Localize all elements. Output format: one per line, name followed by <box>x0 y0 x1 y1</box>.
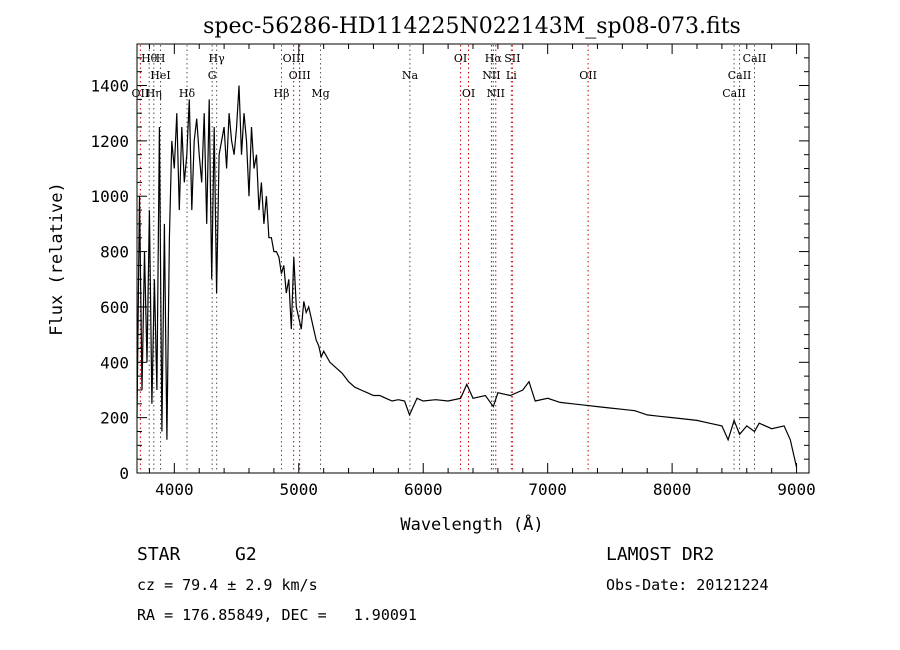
survey-name: LAMOST DR2 <box>606 544 714 565</box>
y-tick-label: 400 <box>100 353 129 372</box>
line-marker-label: SII <box>504 52 520 65</box>
line-marker-label: Na <box>402 69 419 82</box>
object-subclass: G2 <box>235 544 257 565</box>
line-marker-label: Hη <box>146 87 162 100</box>
x-axis-ticks: 4000 5000 6000 7000 8000 9000 <box>148 44 816 499</box>
y-tick-label: 1000 <box>90 187 129 206</box>
line-marker-label: Hθ <box>141 52 158 65</box>
chart-title: spec-56286-HD114225N022143M_sp08-073.fit… <box>203 14 741 39</box>
line-marker-label: NII <box>487 87 505 100</box>
y-tick-label: 800 <box>100 243 129 262</box>
object-class: STAR <box>137 544 181 565</box>
y-tick-label: 0 <box>119 464 129 483</box>
y-axis-label: Flux (relative) <box>47 182 67 336</box>
line-marker-label: CaII <box>743 52 767 65</box>
y-tick-label: 200 <box>100 409 129 428</box>
x-tick-label: 5000 <box>280 480 319 499</box>
line-marker-label: G <box>208 69 217 82</box>
line-marker-label: NII <box>482 69 500 82</box>
line-marker-label: Hα <box>485 52 503 65</box>
x-tick-label: 7000 <box>528 480 567 499</box>
x-tick-label: 6000 <box>404 480 443 499</box>
line-marker-label: OIII <box>283 52 305 65</box>
y-axis-ticks: 0 200 400 600 800 1000 1200 1400 <box>90 57 809 483</box>
y-tick-label: 1200 <box>90 132 129 151</box>
line-marker-label: CaII <box>728 69 752 82</box>
line-marker-label: Hβ <box>274 87 290 100</box>
line-marker-label: OI <box>462 87 475 100</box>
line-marker-label: H <box>156 52 166 65</box>
x-axis-label: Wavelength (Å) <box>400 513 543 535</box>
observation-date: Obs-Date: 20121224 <box>606 576 769 594</box>
spectrum-series-line <box>136 85 798 468</box>
y-tick-label: 600 <box>100 298 129 317</box>
x-tick-label: 4000 <box>155 480 194 499</box>
line-markers <box>139 45 755 472</box>
line-marker-label: OII <box>579 69 597 82</box>
redshift-readout: cz = 79.4 ± 2.9 km/s <box>137 576 318 594</box>
line-marker-label: OIII <box>289 69 311 82</box>
y-tick-label: 1400 <box>90 77 129 96</box>
x-tick-label: 9000 <box>777 480 816 499</box>
coordinates-readout: RA = 176.85849, DEC = 1.90091 <box>137 606 417 624</box>
line-marker-label: Li <box>506 69 517 82</box>
line-marker-label: Hγ <box>209 52 226 65</box>
line-marker-label: OII <box>132 87 150 100</box>
line-marker-label: Hδ <box>179 87 196 100</box>
line-marker-label: CaII <box>722 87 746 100</box>
line-marker-label: OI <box>454 52 467 65</box>
line-marker-label: Mg <box>311 87 329 100</box>
line-marker-label: HeI <box>150 69 170 82</box>
x-tick-label: 8000 <box>653 480 692 499</box>
